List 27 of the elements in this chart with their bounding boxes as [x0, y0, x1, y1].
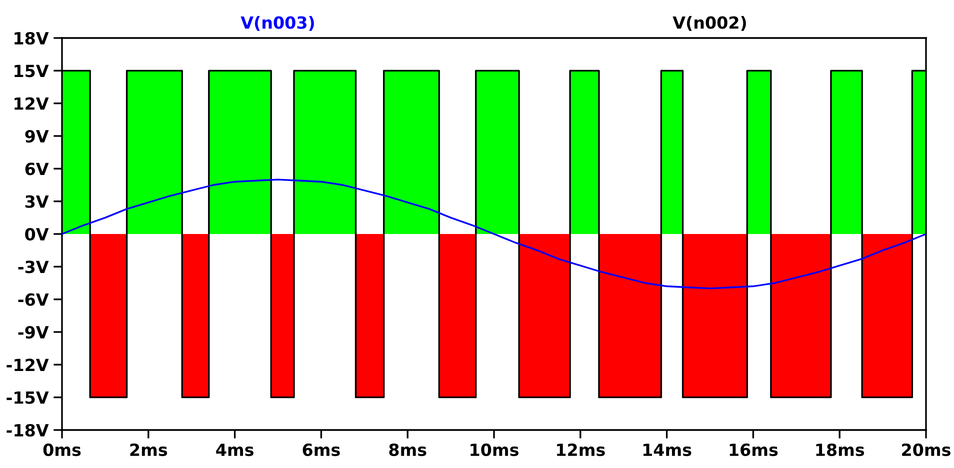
x-tick-label: 12ms — [557, 443, 605, 456]
x-tick-label: 8ms — [389, 443, 426, 456]
y-tick-label: -12V — [6, 358, 49, 371]
y-tick-label: -6V — [18, 293, 49, 306]
y-tick-label: 12V — [14, 97, 49, 110]
y-tick-label: 9V — [25, 130, 49, 143]
y-tick-label: 15V — [14, 64, 49, 78]
x-tick-label: 18ms — [816, 443, 864, 456]
text: V(n002) — [672, 16, 746, 31]
x-tick-label: 16ms — [730, 444, 778, 456]
y-tick-label: 6V — [25, 162, 49, 176]
x-tick-label: 4ms — [216, 444, 254, 456]
y-tick-label: 0V — [25, 228, 49, 241]
x-tick-label: 2ms — [130, 443, 168, 456]
y-tick-label: 18V — [14, 32, 49, 45]
y-tick-label: -9V — [18, 326, 49, 339]
y-tick-label: -18V — [6, 424, 49, 437]
x-tick-label: 6ms — [302, 444, 340, 456]
y-tick-label: -3V — [18, 260, 49, 274]
x-tick-label: 0ms — [43, 443, 81, 456]
text: V(n003) — [240, 16, 314, 31]
x-tick-label: 20ms — [902, 443, 950, 456]
line-series — [62, 178, 926, 290]
x-tick-label: 10ms — [470, 443, 518, 456]
y-tick-label: 3V — [25, 195, 49, 208]
y-tick-label: -15V — [6, 392, 49, 404]
x-tick-label: 14ms — [643, 444, 692, 456]
